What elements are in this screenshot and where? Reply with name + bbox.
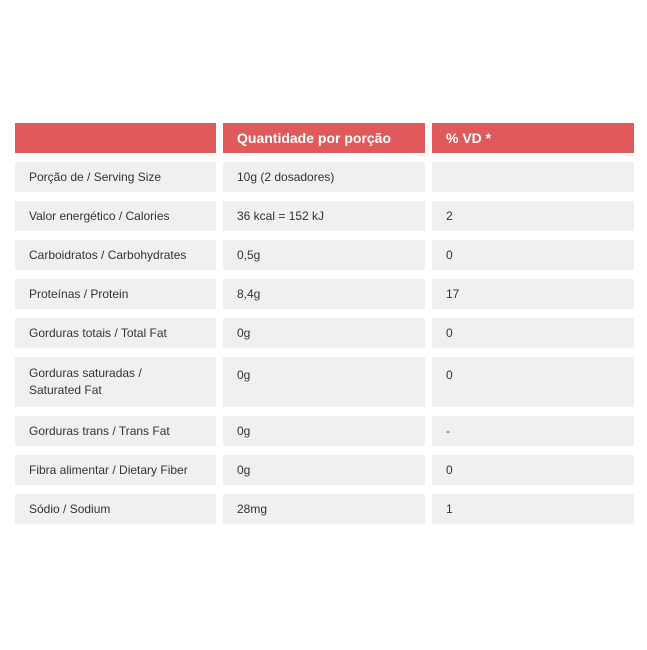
header-dv: % VD *: [432, 123, 634, 153]
amount-per-serving: 0g: [223, 318, 425, 348]
table-row: Gorduras saturadas / Saturated Fat 0g 0: [15, 357, 634, 407]
daily-value: 0: [432, 240, 634, 270]
amount-per-serving: 0g: [223, 357, 425, 407]
table-row: Sódio / Sodium 28mg 1: [15, 494, 634, 524]
daily-value: [432, 162, 634, 192]
table-row: Gorduras trans / Trans Fat 0g -: [15, 416, 634, 446]
amount-per-serving: 28mg: [223, 494, 425, 524]
nutrient-name: Porção de / Serving Size: [15, 162, 216, 192]
daily-value: 1: [432, 494, 634, 524]
nutrient-name: Carboidratos / Carbohydrates: [15, 240, 216, 270]
amount-per-serving: 10g (2 dosadores): [223, 162, 425, 192]
amount-per-serving: 0g: [223, 455, 425, 485]
daily-value: 0: [432, 455, 634, 485]
nutrient-name: Gorduras trans / Trans Fat: [15, 416, 216, 446]
daily-value: -: [432, 416, 634, 446]
nutrient-name: Proteínas / Protein: [15, 279, 216, 309]
nutrition-table: Quantidade por porção % VD * Porção de /…: [15, 123, 634, 533]
nutrient-name: Sódio / Sodium: [15, 494, 216, 524]
amount-per-serving: 0,5g: [223, 240, 425, 270]
table-row: Carboidratos / Carbohydrates 0,5g 0: [15, 240, 634, 270]
nutrient-name: Gorduras saturadas / Saturated Fat: [15, 357, 216, 407]
table-header: Quantidade por porção % VD *: [15, 123, 634, 153]
table-row: Proteínas / Protein 8,4g 17: [15, 279, 634, 309]
table-row: Valor energético / Calories 36 kcal = 152…: [15, 201, 634, 231]
amount-per-serving: 8,4g: [223, 279, 425, 309]
header-nutrient: [15, 123, 216, 153]
table-row: Gorduras totais / Total Fat 0g 0: [15, 318, 634, 348]
nutrient-name: Valor energético / Calories: [15, 201, 216, 231]
daily-value: 0: [432, 318, 634, 348]
nutrient-name: Gorduras totais / Total Fat: [15, 318, 216, 348]
nutrient-name: Fibra alimentar / Dietary Fiber: [15, 455, 216, 485]
daily-value: 0: [432, 357, 634, 407]
amount-per-serving: 36 kcal = 152 kJ: [223, 201, 425, 231]
daily-value: 2: [432, 201, 634, 231]
header-amount: Quantidade por porção: [223, 123, 425, 153]
table-row: Porção de / Serving Size 10g (2 dosadores…: [15, 162, 634, 192]
table-row: Fibra alimentar / Dietary Fiber 0g 0: [15, 455, 634, 485]
amount-per-serving: 0g: [223, 416, 425, 446]
daily-value: 17: [432, 279, 634, 309]
